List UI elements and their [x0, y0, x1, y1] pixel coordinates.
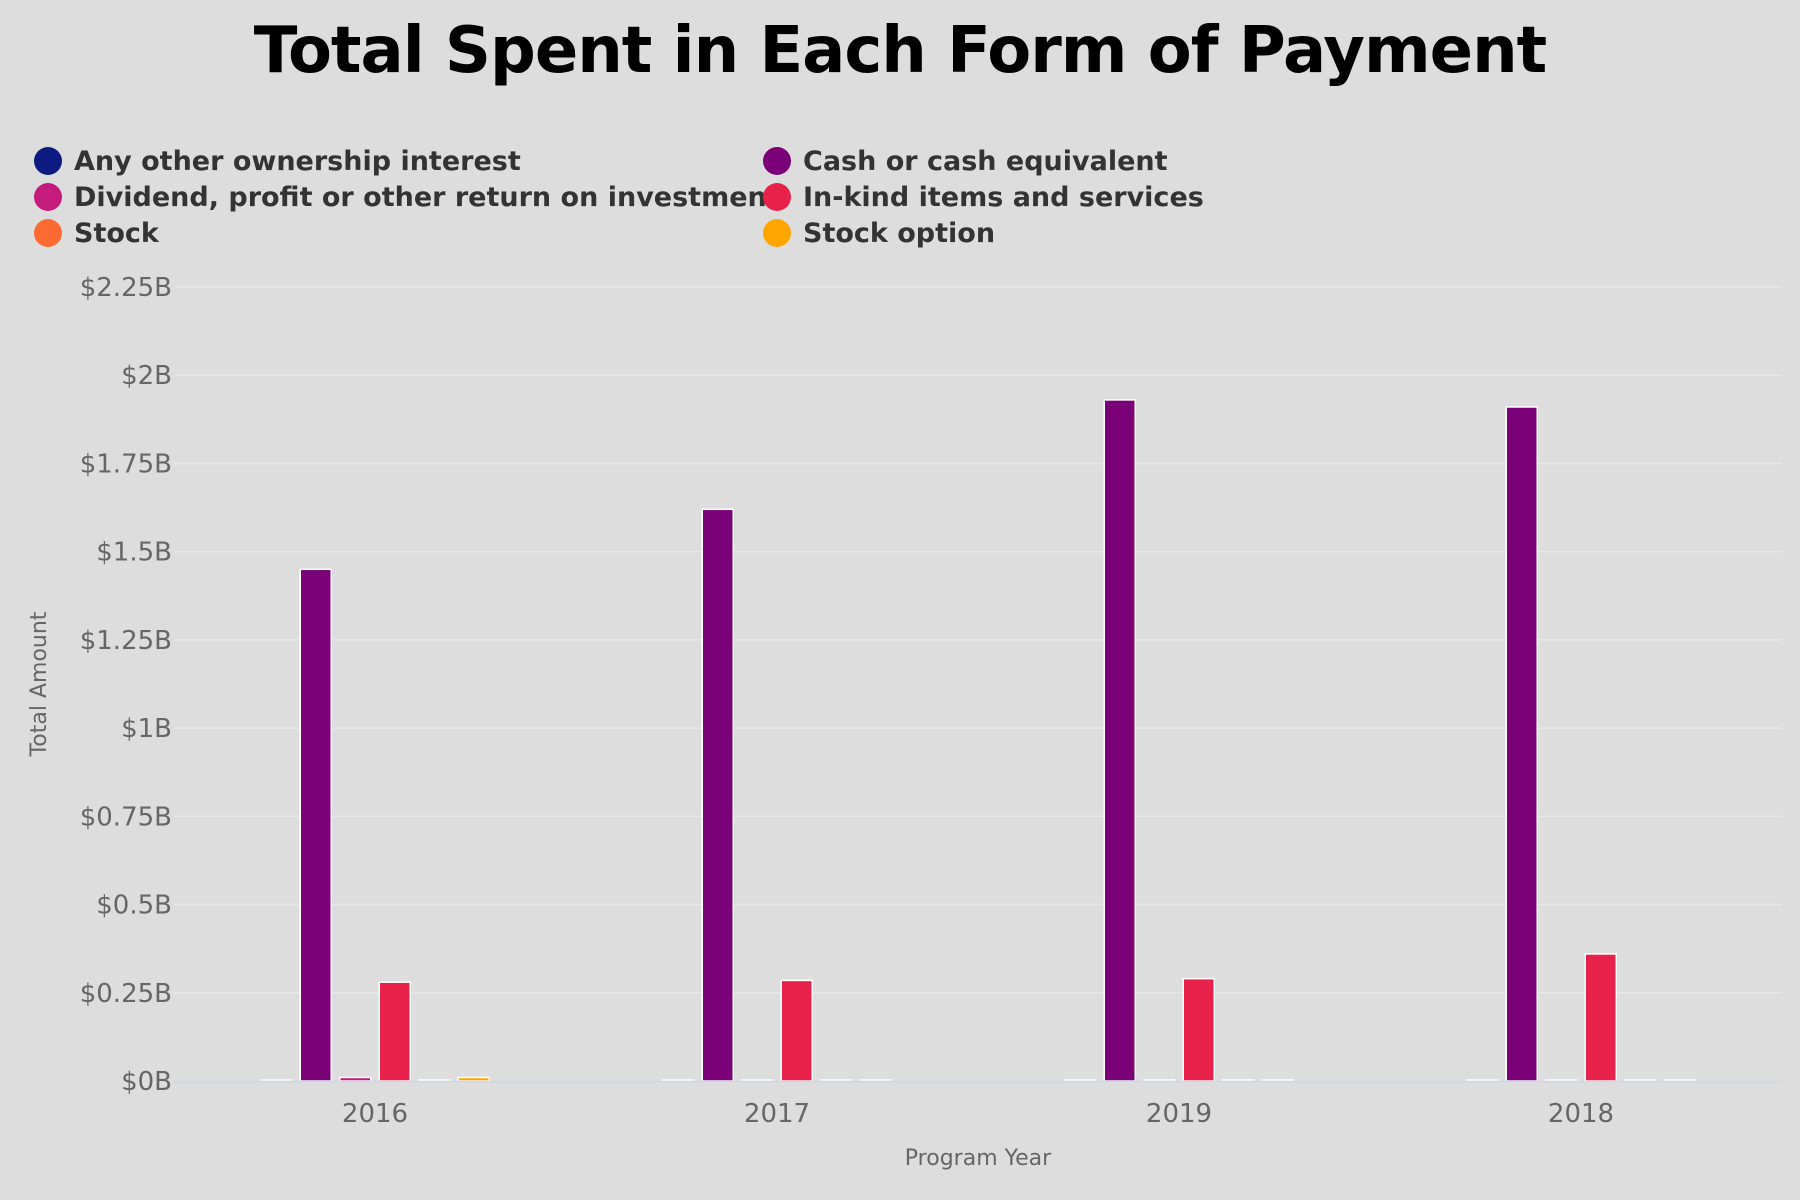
y-tick-label: $1.75B — [80, 449, 172, 479]
legend-swatch-icon — [34, 147, 62, 175]
gridlines — [174, 286, 1782, 994]
legend-swatch-icon — [34, 219, 62, 247]
x-axis-ticks: 2016 2017 2019 2018 — [342, 1099, 1614, 1129]
y-axis-title: Total Amount — [27, 611, 52, 757]
legend-swatch-icon — [763, 183, 791, 211]
y-tick-label: $2.25B — [80, 273, 172, 303]
x-tick-label: 2016 — [342, 1099, 408, 1129]
y-tick-label: $1B — [121, 714, 172, 744]
legend-item[interactable]: Cash or cash equivalent — [763, 145, 1233, 177]
legend-label: In-kind items and services — [803, 181, 1204, 213]
bar[interactable] — [1505, 406, 1538, 1082]
y-tick-label: $0.25B — [80, 979, 172, 1009]
bars — [260, 399, 1696, 1082]
legend-item[interactable]: Stock option — [763, 217, 1233, 249]
legend-item[interactable]: Any other ownership interest — [34, 145, 763, 177]
bar[interactable] — [780, 979, 813, 1082]
legend-label: Any other ownership interest — [74, 145, 521, 177]
legend-label: Cash or cash equivalent — [803, 145, 1168, 177]
legend-swatch-icon — [763, 147, 791, 175]
legend: Any other ownership interest Cash or cas… — [34, 145, 1234, 249]
legend-label: Stock option — [803, 217, 996, 249]
bar[interactable] — [1584, 953, 1617, 1082]
y-tick-label: $1.5B — [96, 538, 172, 568]
bar[interactable] — [701, 508, 734, 1082]
legend-item[interactable]: In-kind items and services — [763, 181, 1233, 213]
legend-label: Dividend, profit or other return on inve… — [74, 181, 780, 213]
bar[interactable] — [339, 1076, 372, 1082]
bar[interactable] — [457, 1076, 490, 1082]
x-tick-label: 2018 — [1548, 1099, 1614, 1129]
y-tick-label: $0.75B — [80, 802, 172, 832]
bar[interactable] — [1182, 977, 1215, 1082]
legend-swatch-icon — [763, 219, 791, 247]
bar[interactable] — [299, 568, 332, 1082]
legend-item[interactable]: Dividend, profit or other return on inve… — [34, 181, 780, 213]
legend-label: Stock — [74, 217, 159, 249]
y-tick-label: $1.25B — [80, 626, 172, 656]
chart-title: Total Spent in Each Form of Payment — [253, 14, 1547, 88]
y-tick-label: $2B — [121, 361, 172, 391]
bar[interactable] — [378, 981, 411, 1082]
y-tick-label: $0.5B — [96, 891, 172, 921]
bar[interactable] — [1103, 399, 1136, 1082]
y-axis-ticks: $0B $0.25B $0.5B $0.75B $1B $1.25B $1.5B $1.75B… — [80, 273, 172, 1097]
legend-item[interactable]: Stock — [34, 217, 763, 249]
legend-swatch-icon — [34, 183, 62, 211]
x-tick-label: 2017 — [744, 1099, 810, 1129]
x-axis-title: Program Year — [905, 1146, 1052, 1171]
y-tick-label: $0B — [121, 1067, 172, 1097]
x-tick-label: 2019 — [1146, 1099, 1212, 1129]
